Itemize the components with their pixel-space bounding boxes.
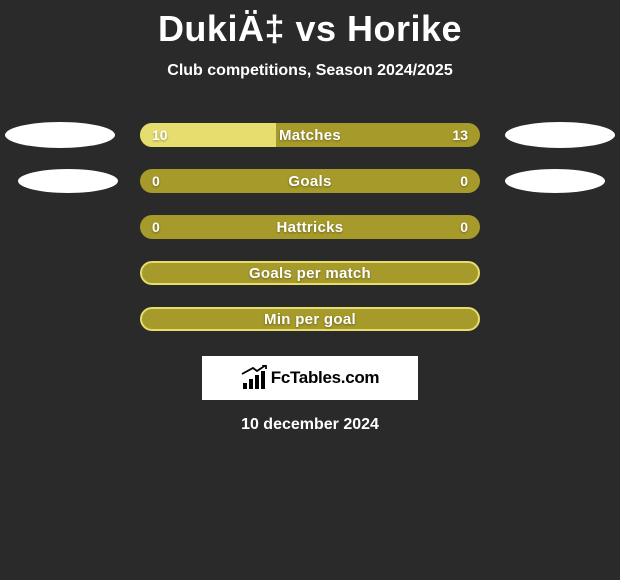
stat-row: Matches 10 13: [0, 112, 620, 158]
logo-chart-icon: [241, 367, 267, 389]
stat-bar: Goals 0 0: [140, 169, 480, 193]
page-title: DukiÄ‡ vs Horike: [0, 8, 620, 50]
logo-box[interactable]: FcTables.com: [202, 356, 418, 400]
stat-bar: Min per goal: [140, 307, 480, 331]
stat-bar: Matches 10 13: [140, 123, 480, 147]
stat-row: Hattricks 0 0: [0, 204, 620, 250]
stat-row: Goals 0 0: [0, 158, 620, 204]
player-left-avatar: [18, 169, 118, 193]
footer-date: 10 december 2024: [0, 416, 620, 434]
stat-value-left: 10: [152, 127, 168, 143]
stat-label: Goals per match: [249, 265, 371, 282]
stat-rows: Matches 10 13 Goals 0 0 Hattricks 0 0 Goals per m…: [0, 112, 620, 342]
player-left-avatar: [5, 122, 115, 148]
stat-bar: Hattricks 0 0: [140, 215, 480, 239]
stat-value-right: 0: [460, 219, 468, 235]
stat-value-left: 0: [152, 219, 160, 235]
stat-label: Matches: [279, 127, 341, 144]
page-subtitle: Club competitions, Season 2024/2025: [0, 62, 620, 80]
stat-row: Goals per match: [0, 250, 620, 296]
stat-value-left: 0: [152, 173, 160, 189]
stat-row: Min per goal: [0, 296, 620, 342]
logo: FcTables.com: [241, 367, 380, 389]
stat-label: Goals: [288, 173, 331, 190]
stat-bar: Goals per match: [140, 261, 480, 285]
stat-value-right: 0: [460, 173, 468, 189]
logo-text: FcTables.com: [271, 368, 380, 388]
stat-label: Hattricks: [277, 219, 344, 236]
player-right-avatar: [505, 122, 615, 148]
stat-value-right: 13: [452, 127, 468, 143]
comparison-card: DukiÄ‡ vs Horike Club competitions, Seas…: [0, 0, 620, 434]
player-right-avatar: [505, 169, 605, 193]
stat-label: Min per goal: [264, 311, 356, 328]
